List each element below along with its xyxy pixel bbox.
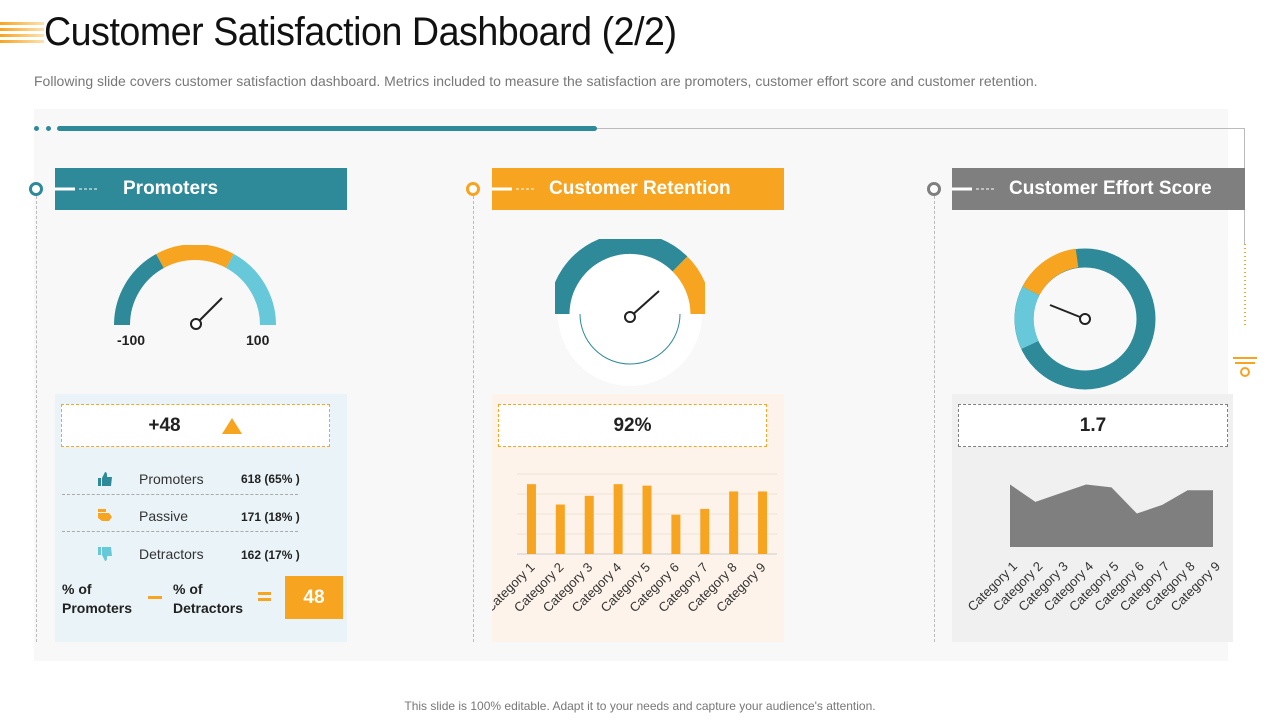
promoters-header: Promoters [55, 168, 347, 210]
area-series [1010, 484, 1213, 547]
row-label-detractors: Detractors [139, 546, 204, 562]
promoters-score: +48 [148, 414, 181, 436]
column-marker-icon [29, 182, 43, 196]
gauge-min-label: -100 [117, 332, 146, 348]
bar [555, 504, 565, 554]
calc-promoters-label: % of Promoters [62, 581, 133, 616]
title-accent-bars [0, 22, 44, 50]
bar [642, 485, 652, 554]
row-value-promoters: 618 (65% ) [241, 472, 300, 486]
effort-header-label: Customer Effort Score [1009, 178, 1212, 199]
bar [758, 491, 768, 554]
row-divider [62, 494, 298, 495]
row-label-passive: Passive [139, 508, 189, 524]
row-value-passive: 171 (18% ) [241, 510, 300, 524]
thumbs-up-icon [98, 472, 112, 486]
promoters-header-label: Promoters [123, 178, 219, 199]
page-title: Customer Satisfaction Dashboard (2/2) [44, 10, 677, 54]
effort-value-box: 1.7 [958, 404, 1228, 447]
gauge-max-label: 100 [246, 332, 270, 348]
triangle-up-icon [221, 417, 242, 434]
bar [671, 514, 681, 554]
column-connector [473, 196, 474, 642]
retention-gauge [555, 239, 705, 386]
retention-header-label: Customer Retention [549, 178, 731, 199]
equals-icon [258, 598, 271, 601]
retention-value-box: 92% [498, 404, 767, 447]
retention-value: 92% [613, 414, 652, 436]
column-connector [36, 196, 37, 642]
row-value-detractors: 162 (17% ) [241, 548, 300, 562]
retention-header: Customer Retention [492, 168, 784, 210]
bar [526, 484, 536, 554]
arrow-line-icon [952, 187, 996, 191]
row-label-promoters: Promoters [139, 471, 204, 487]
column-marker-icon [466, 182, 480, 196]
column-connector [934, 196, 935, 642]
thumbs-side-icon [98, 509, 112, 521]
thumbs-down-icon [98, 547, 112, 561]
effort-header: Customer Effort Score [952, 168, 1245, 210]
bar [729, 491, 739, 554]
promoters-score-box: +48 [61, 404, 330, 447]
result-badge: 48 [285, 576, 343, 619]
bar [584, 495, 594, 554]
calc-detractors-label: % of Detractors [173, 581, 244, 616]
equals-icon [258, 592, 271, 595]
effort-value: 1.7 [1079, 414, 1107, 436]
bar [613, 484, 623, 554]
row-divider [62, 531, 298, 532]
page-subtitle: Following slide covers customer satisfac… [34, 73, 1038, 89]
rail-line [597, 128, 1245, 129]
progress-dot [34, 126, 39, 131]
minus-icon [148, 596, 162, 599]
footer-note: This slide is 100% editable. Adapt it to… [404, 699, 876, 713]
ground-connector-icon [1233, 244, 1257, 377]
progress-bar [57, 126, 597, 131]
arrow-line-icon [55, 187, 99, 191]
promoters-gauge [114, 245, 276, 330]
arrow-line-icon [492, 187, 536, 191]
column-marker-icon [927, 182, 941, 196]
progress-dot [46, 126, 51, 131]
effort-gauge [1014, 248, 1156, 390]
bar [700, 508, 710, 554]
